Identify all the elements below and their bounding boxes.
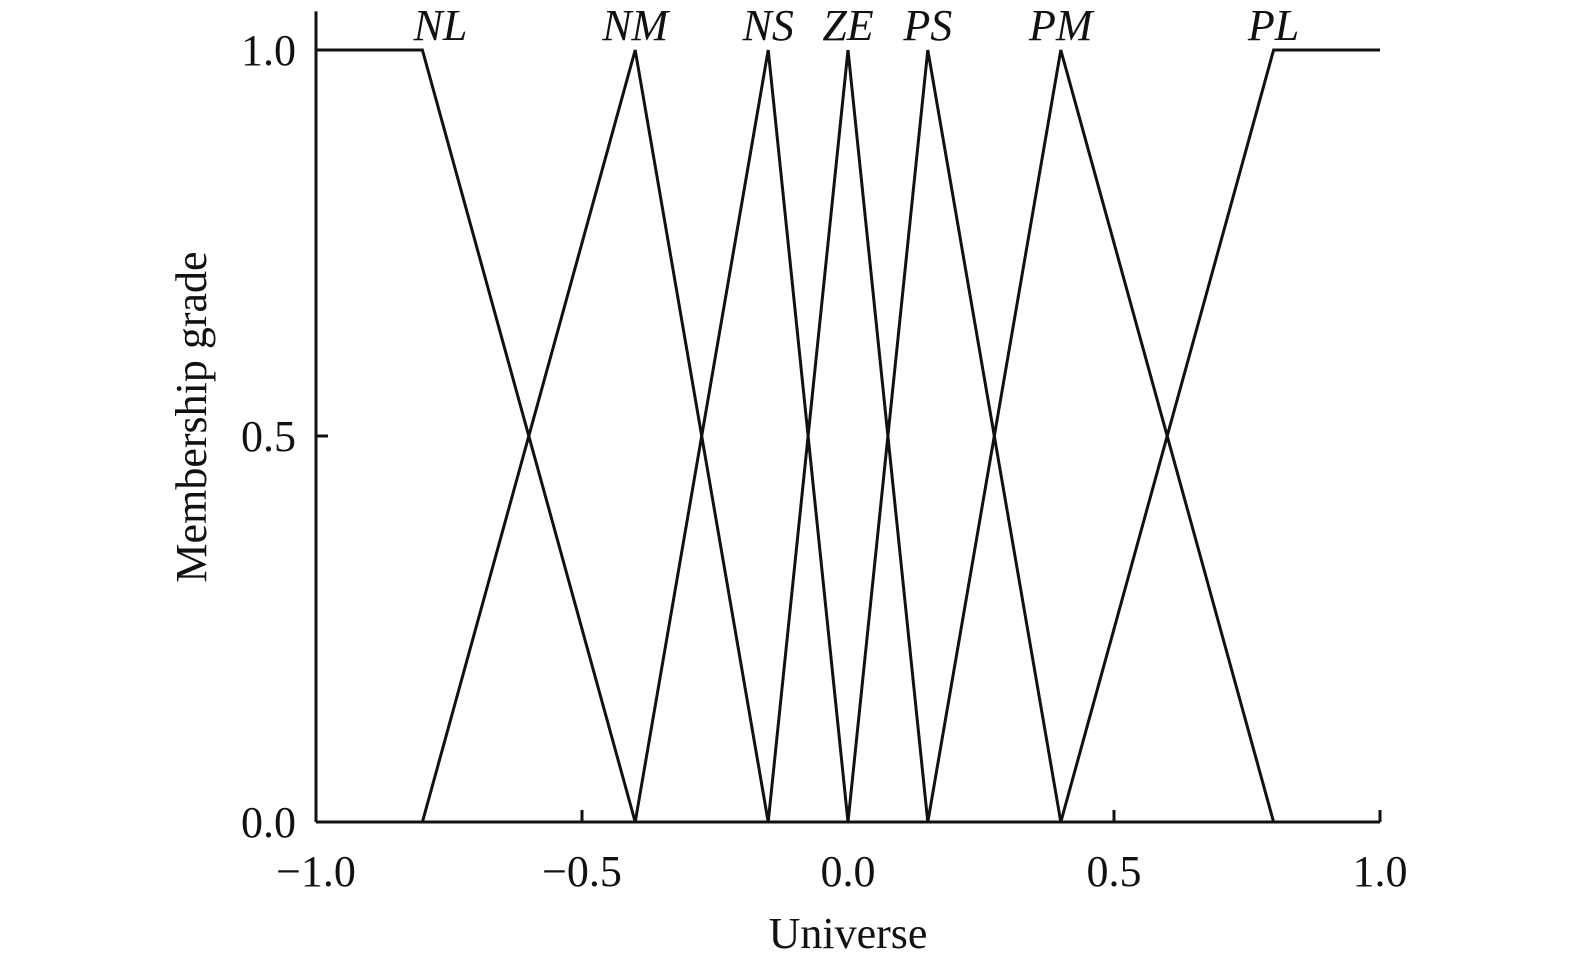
membership-line — [316, 49, 1380, 824]
membership-line — [316, 49, 1380, 824]
x-tick-label: 0.0 — [821, 847, 876, 896]
y-tick-label: 0.0 — [241, 798, 296, 847]
x-tick-label: −0.5 — [542, 847, 622, 896]
y-tick-label: 1.0 — [241, 26, 296, 75]
series-label: PS — [902, 1, 952, 50]
x-tick-label: 0.5 — [1087, 847, 1142, 896]
membership-line — [316, 49, 1380, 824]
series-label: NM — [601, 1, 670, 50]
x-tick-label: −1.0 — [276, 847, 356, 896]
series-label: NS — [742, 1, 794, 50]
x-tick-label: 1.0 — [1353, 847, 1408, 896]
x-axis-label: Universe — [769, 909, 928, 958]
series-label: ZE — [822, 1, 873, 50]
membership-line — [316, 49, 1380, 824]
membership-line — [316, 48, 1380, 824]
y-axis-label: Membership grade — [167, 251, 216, 582]
series-label: PL — [1247, 1, 1299, 50]
membership-line — [316, 49, 1380, 824]
membership-line — [316, 48, 1380, 824]
series-label: NL — [412, 1, 467, 50]
y-tick-label: 0.5 — [241, 412, 296, 461]
series-label: PM — [1028, 1, 1095, 50]
